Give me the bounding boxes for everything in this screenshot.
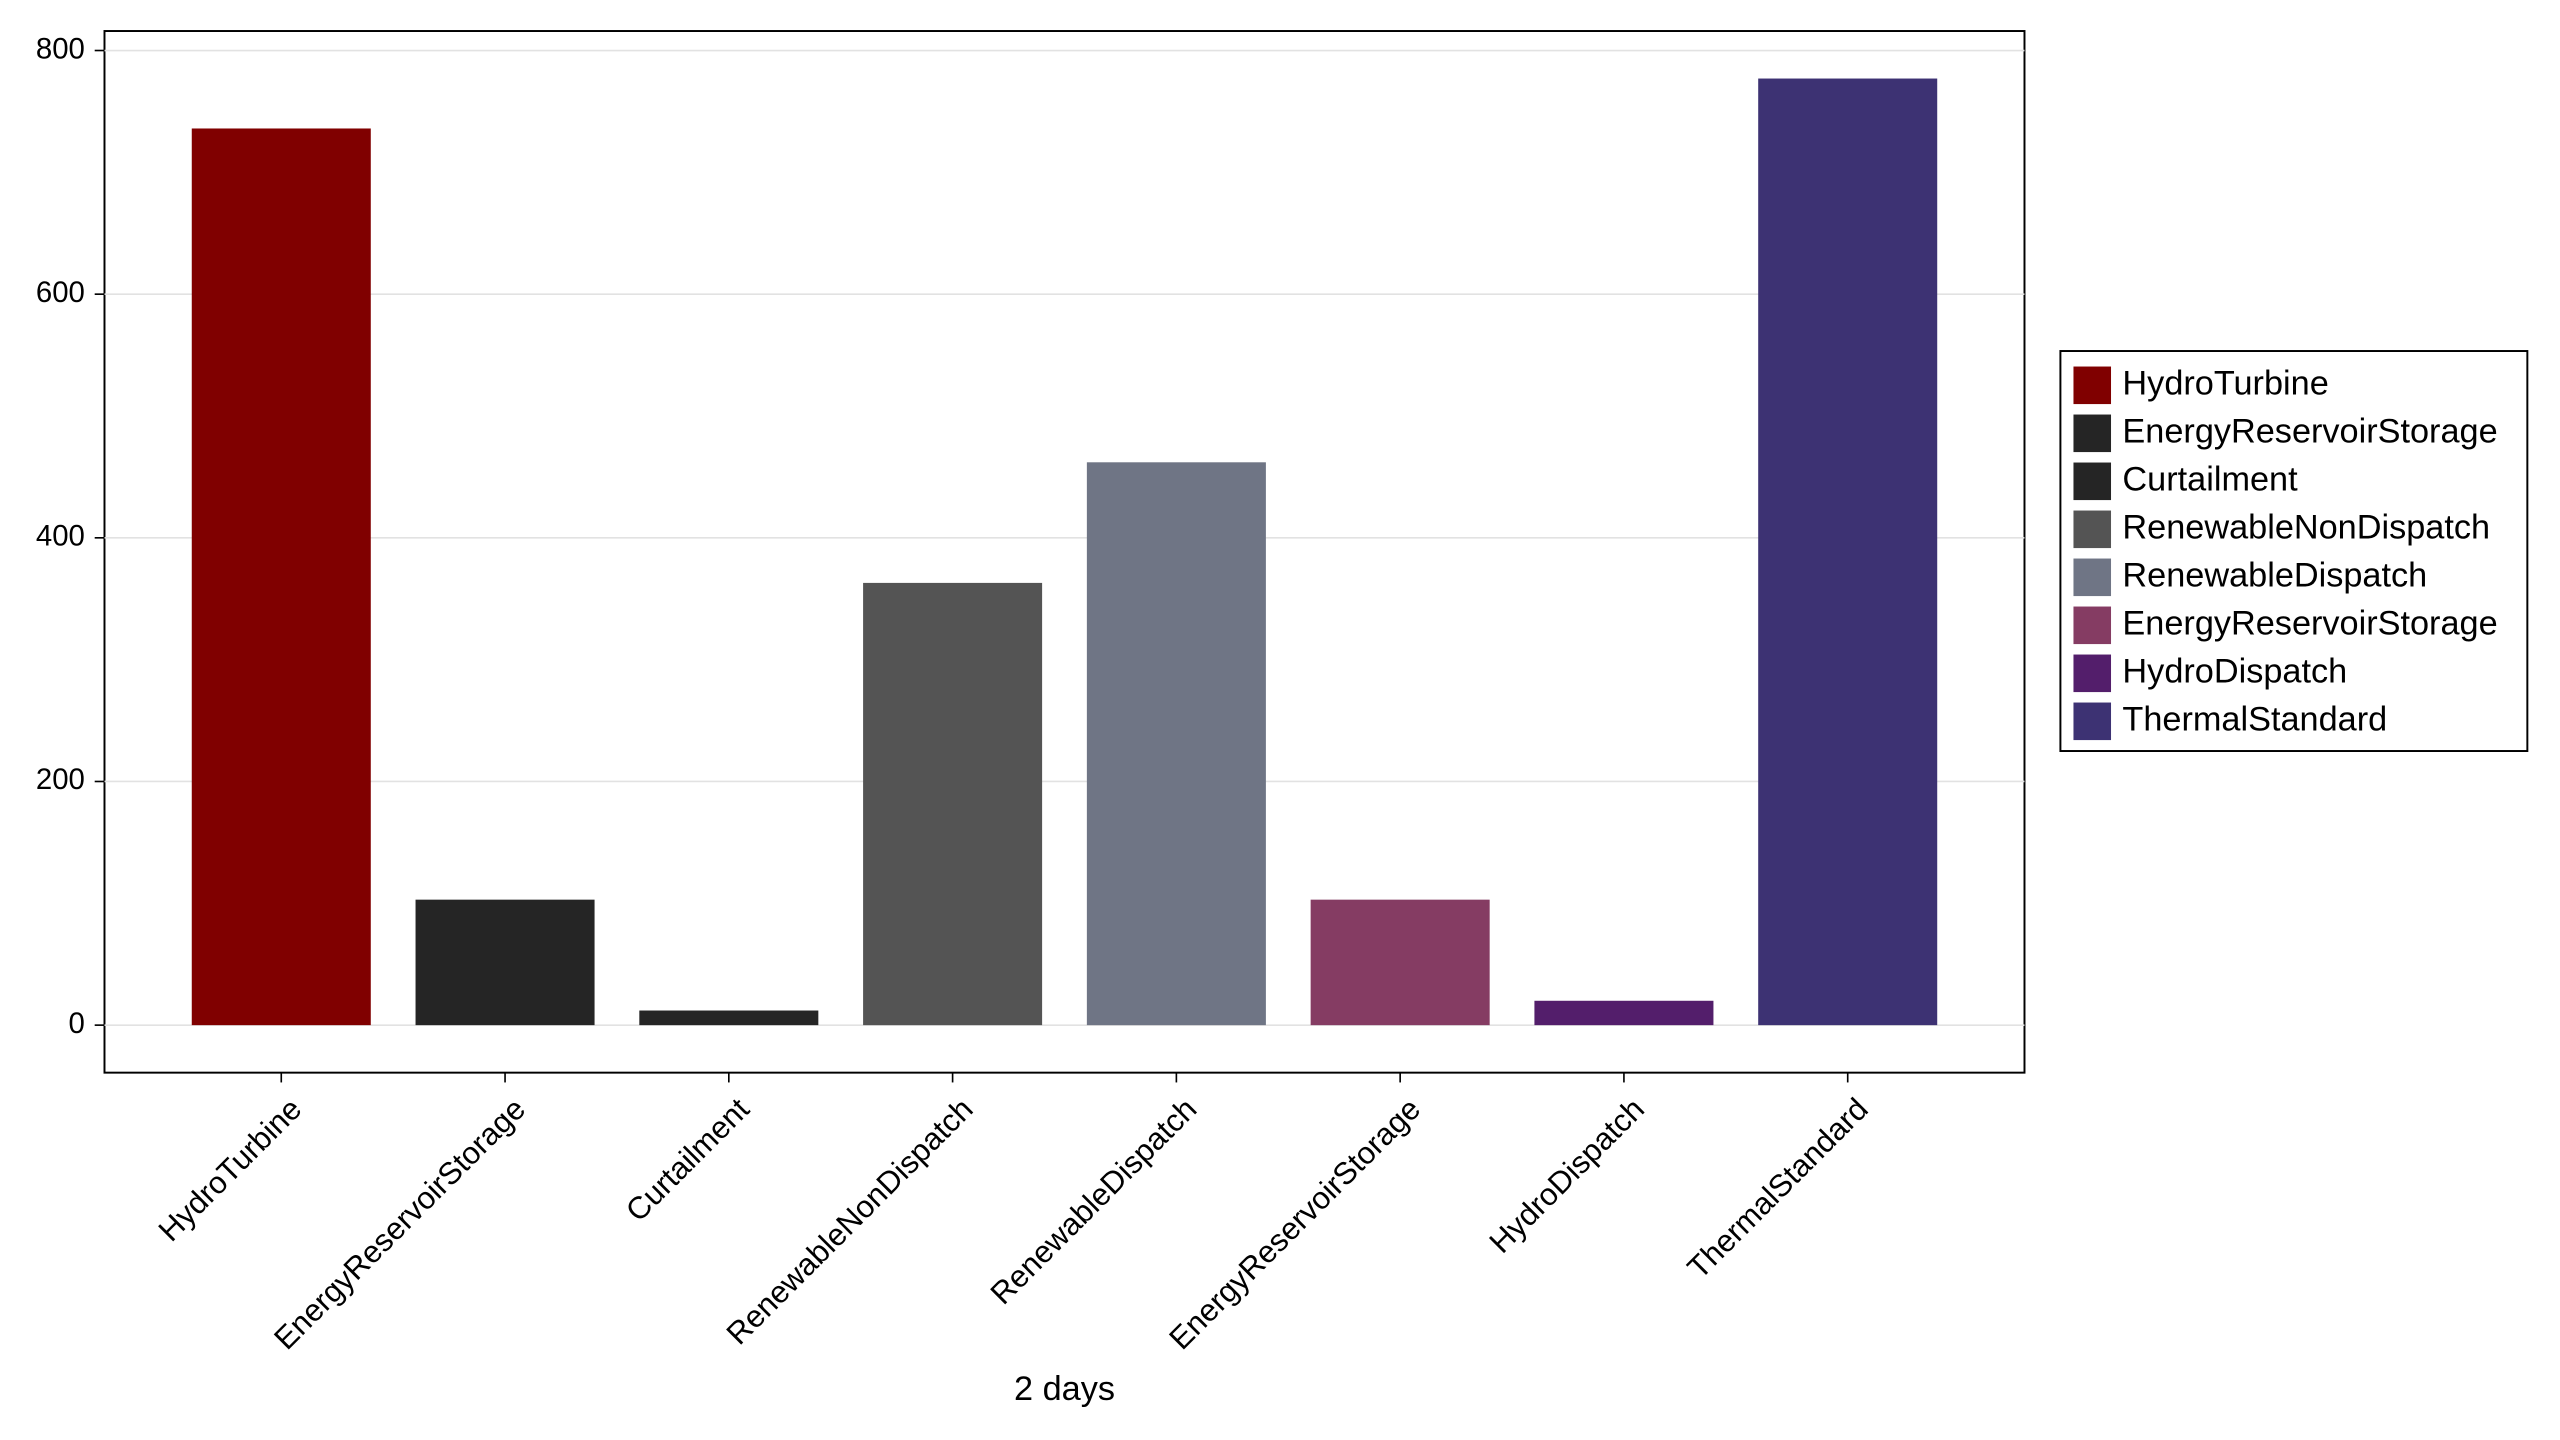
y-tick-label: 200 bbox=[36, 763, 85, 796]
legend-box bbox=[2059, 350, 2529, 752]
legend-label: RenewableDispatch bbox=[2122, 556, 2427, 594]
legend-label: HydroDispatch bbox=[2122, 652, 2347, 690]
x-tick-label: EnergyReservoirStorage bbox=[1162, 1091, 1427, 1356]
bar bbox=[1758, 78, 1938, 1026]
legend-swatch bbox=[2073, 462, 2112, 501]
x-tick-label: EnergyReservoirStorage bbox=[267, 1091, 532, 1356]
y-tick-label: 0 bbox=[69, 1007, 85, 1040]
legend-label: EnergyReservoirStorage bbox=[2122, 412, 2497, 450]
legend-swatch bbox=[2073, 654, 2112, 693]
x-tick-label: HydroDispatch bbox=[1482, 1091, 1651, 1260]
legend-label: RenewableNonDispatch bbox=[2122, 508, 2490, 546]
legend-swatch bbox=[2073, 702, 2112, 741]
bar bbox=[1534, 1000, 1714, 1026]
legend-label: Curtailment bbox=[2122, 460, 2298, 498]
legend-label: ThermalStandard bbox=[2122, 700, 2387, 738]
x-tick-label: RenewableDispatch bbox=[984, 1091, 1204, 1311]
legend-swatch bbox=[2073, 510, 2112, 549]
x-axis-label: 2 days bbox=[1014, 1370, 1115, 1408]
plot-frame bbox=[103, 30, 2026, 1074]
x-tick-label: ThermalStandard bbox=[1681, 1091, 1875, 1285]
legend-swatch bbox=[2073, 414, 2112, 453]
bar bbox=[191, 128, 371, 1026]
x-tick-label: RenewableNonDispatch bbox=[720, 1091, 980, 1351]
legend-swatch bbox=[2073, 606, 2112, 645]
bar bbox=[639, 1010, 819, 1026]
bar bbox=[415, 899, 595, 1026]
y-tick-label: 400 bbox=[36, 520, 85, 553]
y-tick-label: 800 bbox=[36, 32, 85, 65]
x-tick-label: Curtailment bbox=[619, 1091, 756, 1228]
x-tick-label: HydroTurbine bbox=[152, 1091, 309, 1248]
bar bbox=[1310, 899, 1490, 1026]
y-tick-label: 600 bbox=[36, 276, 85, 309]
legend-swatch bbox=[2073, 558, 2112, 597]
legend-swatch bbox=[2073, 366, 2112, 405]
bar bbox=[863, 582, 1043, 1026]
legend-label: HydroTurbine bbox=[2122, 364, 2328, 402]
bar bbox=[1086, 462, 1266, 1026]
legend-label: EnergyReservoirStorage bbox=[2122, 604, 2497, 642]
